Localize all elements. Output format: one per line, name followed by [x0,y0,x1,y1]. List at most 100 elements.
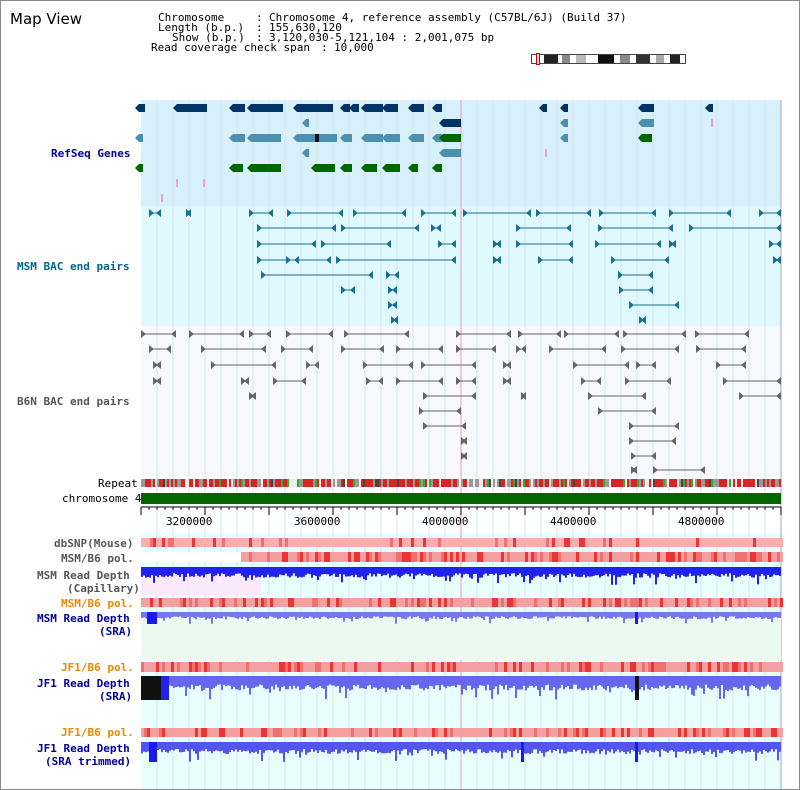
repeat-bar [363,479,365,487]
pol-strip [540,598,543,607]
pol-strip [141,728,144,737]
depth-bar [241,676,243,686]
depth-bar [553,742,555,750]
depth-bar [653,676,655,689]
depth-bar [481,567,483,578]
b6n-bac-pair [438,345,443,353]
pol-strip [690,538,693,547]
depth-bar [583,612,585,618]
pol-strip [588,538,591,547]
depth-bar [209,676,211,700]
pol-strip [678,662,681,672]
pol-strip [372,552,375,562]
repeat-bar [487,479,489,487]
pol-strip [357,662,360,672]
depth-bar [435,742,437,752]
b6n-bac-pair [666,377,671,385]
repeat-bar [653,479,655,487]
pol-strip [450,598,453,607]
depth-bar [255,567,257,578]
refseq-gene [353,104,359,112]
pol-strip [399,662,402,672]
chromosome-ideogram[interactable] [531,53,686,65]
repeat-bar [229,479,231,487]
pol-strip [645,552,648,562]
pol-strip [561,598,564,607]
b6n-bac-pair [471,392,476,400]
depth-bar [651,612,653,617]
b6n-bac-pair [564,330,569,338]
pol-strip [756,552,759,562]
depth-bar [501,567,503,575]
msm-bac-label[interactable]: MSM BAC end pairs [17,260,130,273]
repeat-bar [243,479,245,487]
depth-spike [149,742,157,762]
pol-strip [546,598,549,607]
depth-bar [155,567,157,576]
depth-bar [531,567,533,580]
depth-bar [453,676,455,686]
pol-strip [579,552,582,562]
pol-strip [669,538,672,547]
repeat-bar [339,479,341,487]
msm-bac-pair [566,224,571,232]
pol-strip [147,598,150,607]
pol-strip [258,662,261,672]
pol-strip [231,728,234,737]
pol-strip [558,598,561,607]
pol-strip [498,728,501,737]
depth-bar [231,612,233,618]
repeat-bar [405,479,407,487]
depth-bar [279,676,281,692]
pol-strip [657,552,660,562]
pol-strip [699,552,702,562]
depth-bar [721,742,723,753]
pol-strip [228,728,231,737]
depth-bar [221,742,223,751]
pol-strip [381,538,384,547]
repeat-bar [617,479,619,487]
depth-bar [217,567,219,574]
pol-strip [693,538,696,547]
depth-bar [491,676,493,699]
depth-bar [507,742,509,750]
repeat-bar [231,479,233,487]
pol-strip [675,598,678,607]
pol-strip [339,552,342,562]
depth-bar [601,742,603,752]
depth-bar [645,567,647,575]
depth-bar [731,676,733,691]
pol-strip [528,552,531,562]
depth-bar [631,567,633,575]
pol-strip [726,728,729,737]
msm-bac-pair [536,209,541,217]
pol-strip [213,598,216,607]
depth-bar [407,612,409,618]
repeat-bar [569,479,571,487]
depth-bar [619,742,621,753]
pol-strip [477,662,480,672]
pol-strip [339,728,342,737]
refseq-gene [233,134,245,142]
pol-strip [279,728,282,737]
pol-strip [498,552,501,562]
repeat-bar [659,479,661,487]
depth-bar [475,742,477,754]
depth-bar [483,676,485,686]
pol-strip [408,538,411,547]
depth-bar [331,612,333,618]
depth-bar [251,612,253,618]
depth-bar [731,742,733,754]
depth-bar [513,742,515,752]
pol-strip [705,538,708,547]
refseq-label[interactable]: RefSeq Genes [51,147,131,160]
depth-bar [557,567,559,574]
pol-strip [219,538,222,547]
depth-bar [299,612,301,619]
b6n-bac-label[interactable]: B6N BAC end pairs [17,395,130,408]
depth-bar [741,567,743,575]
repeat-bar [717,479,719,487]
jf1-depth-sra-label-1: JF1 Read Depth [37,677,130,690]
depth-bar [353,567,355,578]
